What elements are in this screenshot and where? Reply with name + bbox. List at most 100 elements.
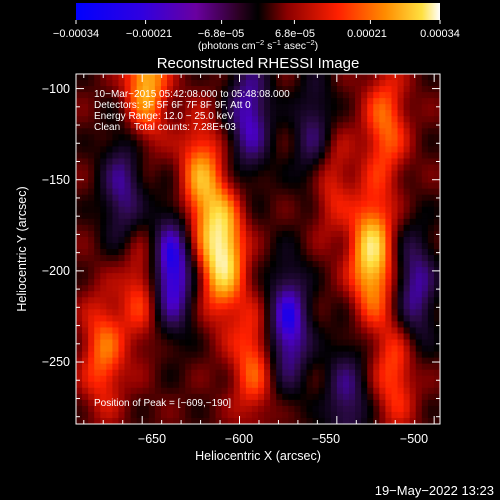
heatmap-pixel xyxy=(258,212,265,220)
heatmap-pixel xyxy=(312,176,320,184)
heatmap-pixel xyxy=(312,74,320,81)
heatmap-pixel xyxy=(209,170,217,178)
heatmap-pixel xyxy=(233,303,241,310)
heatmap-pixel xyxy=(361,236,368,244)
heatmap-pixel xyxy=(373,393,380,401)
heatmap-pixel xyxy=(264,393,271,401)
heatmap-pixel xyxy=(264,399,271,407)
heatmap-pixel xyxy=(154,333,162,341)
heatmap-pixel xyxy=(100,128,107,135)
heatmap-pixel xyxy=(100,285,107,292)
heatmap-pixel xyxy=(264,242,271,250)
heatmap-pixel xyxy=(209,351,217,359)
heatmap-pixel xyxy=(154,242,162,250)
heatmap-pixel xyxy=(227,98,235,105)
heatmap-pixel xyxy=(403,375,411,383)
heatmap-pixel xyxy=(197,357,204,365)
heatmap-pixel xyxy=(264,146,271,154)
heatmap-pixel xyxy=(94,140,101,148)
heatmap-pixel xyxy=(367,357,374,365)
heatmap-pixel xyxy=(391,152,399,160)
heatmap-pixel xyxy=(197,393,204,401)
heatmap-pixel xyxy=(197,327,204,335)
heatmap-pixel xyxy=(209,176,217,184)
heatmap-pixel xyxy=(203,110,211,117)
heatmap-pixel xyxy=(300,417,308,424)
heatmap-pixel xyxy=(94,285,101,292)
heatmap-pixel xyxy=(361,218,368,226)
heatmap-pixel xyxy=(276,194,283,202)
heatmap-pixel xyxy=(154,363,162,371)
heatmap-pixel xyxy=(106,291,113,298)
heatmap-pixel xyxy=(124,333,132,341)
heatmap-pixel xyxy=(179,315,186,323)
x-tick-label: −650 xyxy=(138,432,166,446)
heatmap-pixel xyxy=(433,74,440,81)
heatmap-pixel xyxy=(415,224,423,232)
heatmap-pixel xyxy=(185,176,192,184)
heatmap-pixel xyxy=(409,110,417,117)
heatmap-pixel xyxy=(118,236,126,244)
heatmap-pixel xyxy=(288,80,295,87)
heatmap-pixel xyxy=(336,200,344,208)
heatmap-pixel xyxy=(433,98,440,105)
heatmap-pixel xyxy=(191,176,198,184)
heatmap-pixel xyxy=(306,297,314,304)
heatmap-pixel xyxy=(355,176,362,184)
heatmap-pixel xyxy=(209,194,217,202)
heatmap-pixel xyxy=(100,218,107,226)
x-tick-labels: −650 −600 −550 −500 xyxy=(138,432,428,446)
heatmap-pixel xyxy=(239,279,247,286)
heatmap-pixel xyxy=(415,399,423,407)
heatmap-pixel xyxy=(142,417,150,424)
heatmap-pixel xyxy=(312,393,320,401)
heatmap-pixel xyxy=(330,176,338,184)
heatmap-pixel xyxy=(427,206,435,214)
heatmap-pixel xyxy=(106,128,113,135)
heatmap-pixel xyxy=(215,279,223,286)
heatmap-pixel xyxy=(385,92,393,99)
heatmap-pixel xyxy=(330,387,338,395)
heatmap-pixel xyxy=(270,116,277,123)
heatmap-pixel xyxy=(148,393,156,401)
heatmap-pixel xyxy=(148,255,156,262)
heatmap-pixel xyxy=(209,369,217,377)
heatmap-pixel xyxy=(221,351,229,359)
heatmap-pixel xyxy=(349,285,356,292)
heatmap-pixel xyxy=(288,399,295,407)
heatmap-pixel xyxy=(379,92,386,99)
heatmap-pixel xyxy=(94,98,101,105)
heatmap-pixel xyxy=(330,339,338,347)
heatmap-pixel xyxy=(130,164,138,172)
heatmap-pixel xyxy=(215,327,223,335)
heatmap-pixel xyxy=(136,405,144,413)
heatmap-pixel xyxy=(300,86,308,93)
heatmap-pixel xyxy=(112,417,120,424)
heatmap-pixel xyxy=(258,309,265,316)
heatmap-pixel xyxy=(167,134,174,141)
heatmap-pixel xyxy=(361,273,368,280)
heatmap-pixel xyxy=(203,200,211,208)
heatmap-pixel xyxy=(403,80,411,87)
heatmap-pixel xyxy=(385,140,393,148)
heatmap-pixel xyxy=(288,357,295,365)
heatmap-pixel xyxy=(82,279,89,286)
heatmap-pixel xyxy=(324,303,332,310)
heatmap-pixel xyxy=(409,411,417,419)
heatmap-pixel xyxy=(221,230,229,238)
heatmap-pixel xyxy=(270,369,277,377)
heatmap-pixel xyxy=(342,297,350,304)
heatmap-pixel xyxy=(251,164,259,172)
heatmap-pixel xyxy=(106,309,113,316)
heatmap-pixel xyxy=(112,116,120,123)
plot-timestamp: 19−May−2022 13:23 xyxy=(375,483,494,498)
heatmap-pixel xyxy=(160,236,168,244)
heatmap-pixel xyxy=(118,80,126,87)
heatmap-pixel xyxy=(318,285,326,292)
heatmap-pixel xyxy=(221,381,229,389)
heatmap-pixel xyxy=(276,152,283,160)
heatmap-pixel xyxy=(409,393,417,401)
heatmap-pixel xyxy=(227,128,235,135)
heatmap-pixel xyxy=(415,146,423,154)
heatmap-pixel xyxy=(124,236,132,244)
